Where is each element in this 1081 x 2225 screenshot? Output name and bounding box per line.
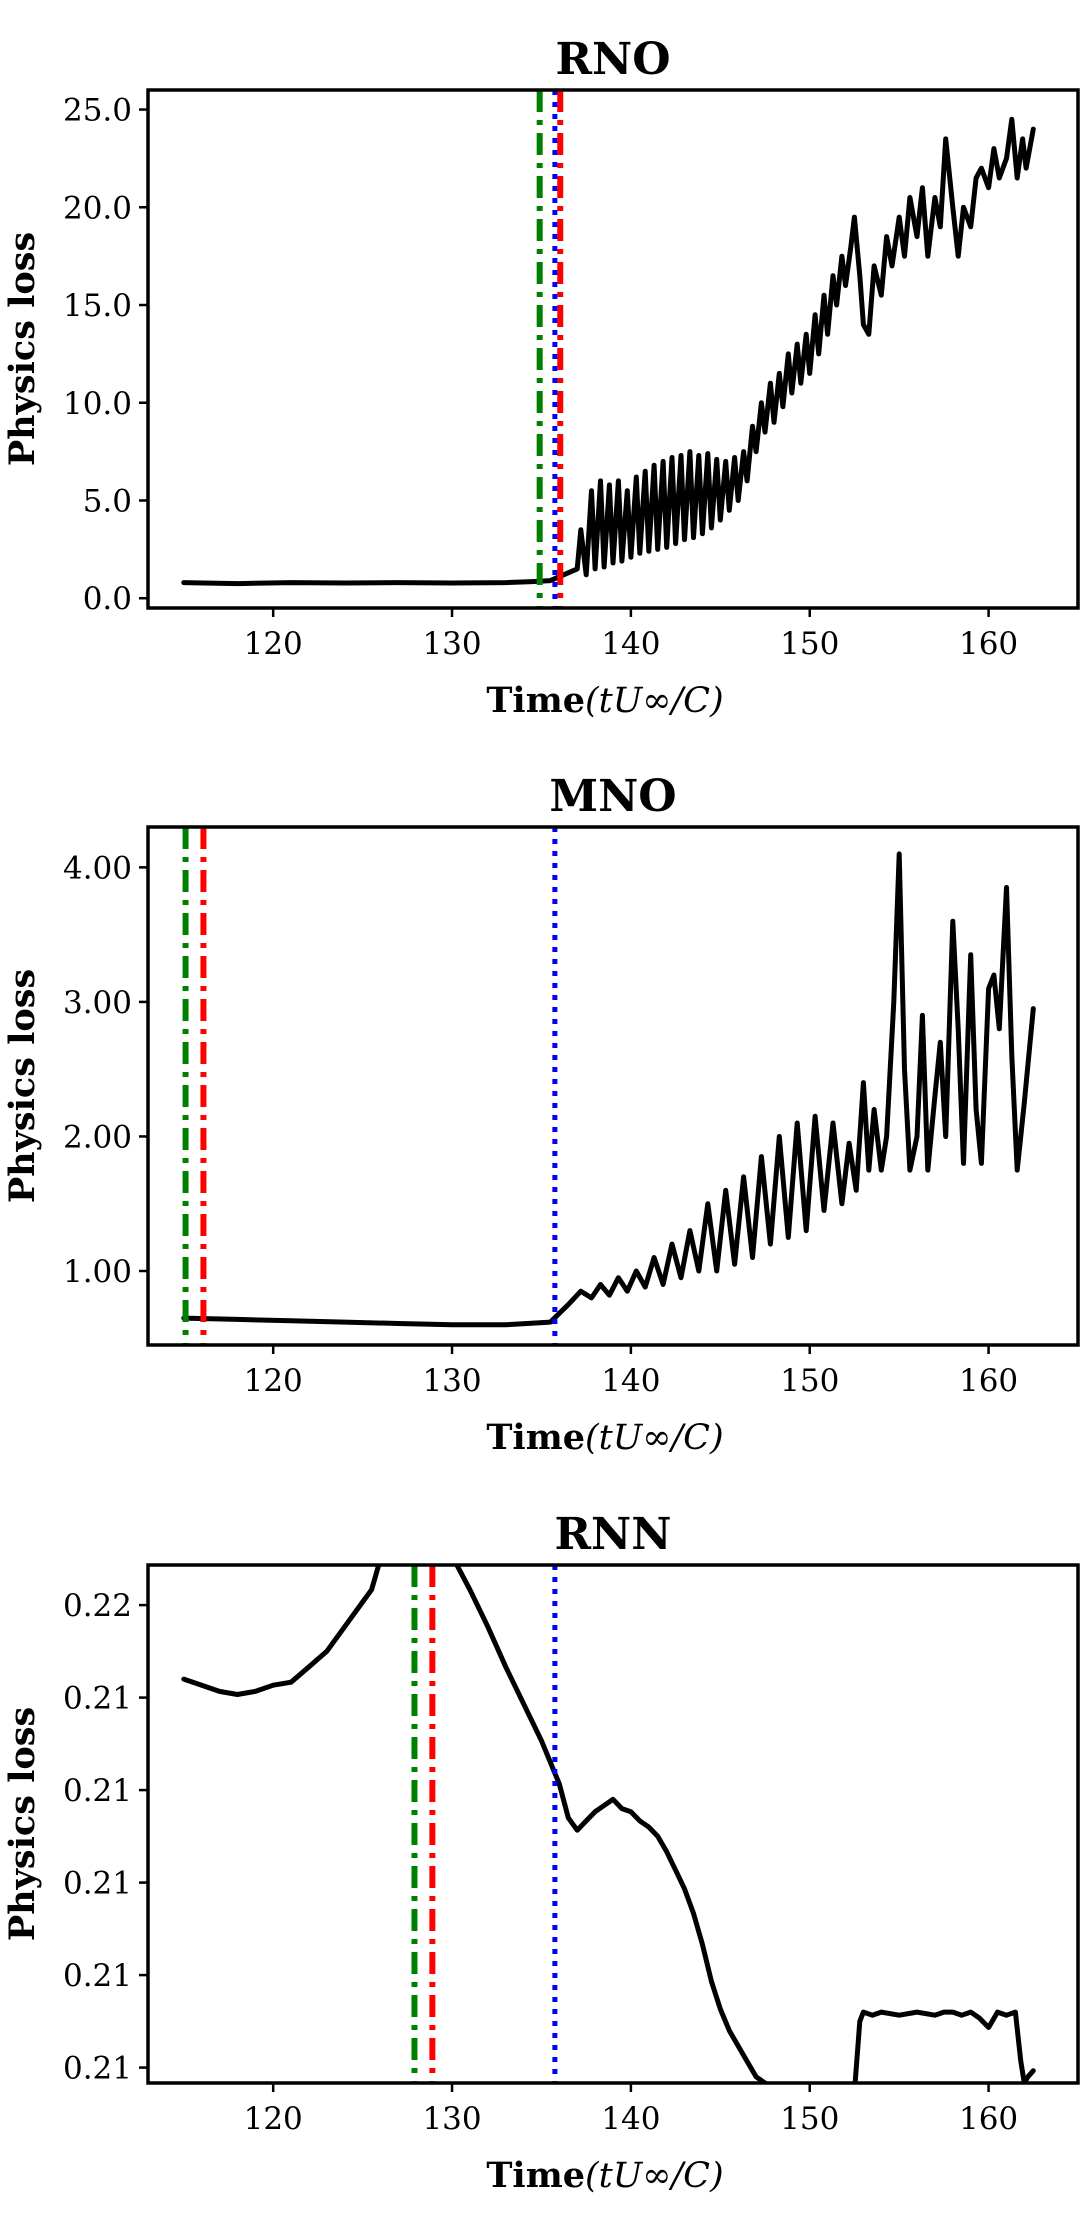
y-tick-label: 3.00 xyxy=(63,985,132,1021)
y-tick-label: 20.0 xyxy=(63,190,132,226)
y-tick-label: 0.22 xyxy=(63,1588,132,1624)
x-tick-label: 160 xyxy=(959,626,1018,662)
plot-frame xyxy=(146,88,1080,610)
x-tick-label: 160 xyxy=(959,2101,1018,2137)
y-axis-label: Physics loss xyxy=(2,232,43,466)
y-tick-label: 4.00 xyxy=(63,850,132,886)
series-line-physics_loss xyxy=(181,1565,1036,2083)
x-tick-label: 160 xyxy=(959,1363,1018,1399)
x-tick-label: 130 xyxy=(422,2101,481,2137)
x-tick-label: 150 xyxy=(780,1363,839,1399)
x-tick-label: 140 xyxy=(601,2101,660,2137)
x-tick-label: 150 xyxy=(780,2101,839,2137)
y-axis-label: Physics loss xyxy=(2,1707,43,1941)
chart-title: RNO xyxy=(555,34,670,85)
y-tick-label: 0.21 xyxy=(63,1773,132,1809)
series-line-physics_loss xyxy=(181,116,1036,587)
x-axis-label-bold: Time xyxy=(486,1417,585,1458)
chart-panel-rnn: RNN 120 130 140 150 160 0.21 0.21 0.21 0.21 0.21 0.… xyxy=(2,1509,1080,2196)
x-tick-label: 130 xyxy=(422,626,481,662)
x-tick-label: 120 xyxy=(244,626,303,662)
x-tick-label: 150 xyxy=(780,626,839,662)
x-tick-label: 120 xyxy=(244,1363,303,1399)
y-tick-label: 0.21 xyxy=(63,1866,132,1902)
y-tick-label: 0.21 xyxy=(63,1681,132,1717)
y-tick-label: 0.21 xyxy=(63,2051,132,2087)
y-tick-label: 5.0 xyxy=(83,483,132,519)
x-axis-label-math: (tU∞/C) xyxy=(585,1418,724,1458)
series-line-physics_loss xyxy=(181,851,1036,1328)
chart-title: RNN xyxy=(554,1509,671,1560)
y-tick-label: 0.0 xyxy=(83,581,132,617)
chart-panel-mno: MNO 120 130 140 150 160 1.00 2.00 3.00 4.00 Time(t… xyxy=(2,771,1080,1458)
x-axis-label-math: (tU∞/C) xyxy=(585,681,724,721)
chart-panel-rno: RNO 120 130 140 150 160 0.0 5.0 10.0 15.0 20.0 25.0… xyxy=(2,34,1080,721)
x-axis-label-bold: Time xyxy=(486,2155,585,2196)
chart-title: MNO xyxy=(549,771,676,822)
x-tick-label: 130 xyxy=(422,1363,481,1399)
plot-frame xyxy=(146,1563,1080,2085)
x-axis-label-math: (tU∞/C) xyxy=(585,2156,724,2196)
y-tick-label: 0.21 xyxy=(63,1958,132,1994)
x-tick-label: 140 xyxy=(601,1363,660,1399)
x-axis-label: Time(tU∞/C) xyxy=(486,2155,723,2196)
y-tick-label: 25.0 xyxy=(63,93,132,129)
y-tick-label: 15.0 xyxy=(63,288,132,324)
x-tick-label: 140 xyxy=(601,626,660,662)
x-axis-label: Time(tU∞/C) xyxy=(486,1417,723,1458)
y-tick-label: 2.00 xyxy=(63,1119,132,1155)
y-tick-label: 1.00 xyxy=(63,1254,132,1290)
x-axis-label-bold: Time xyxy=(486,680,585,721)
y-tick-label: 10.0 xyxy=(63,386,132,422)
plot-frame xyxy=(146,825,1080,1347)
y-axis-label: Physics loss xyxy=(2,969,43,1203)
x-tick-label: 120 xyxy=(244,2101,303,2137)
panels: RNO 120 130 140 150 160 0.0 5.0 10.0 15.0 20.0 25.0… xyxy=(2,34,1080,2196)
x-axis-label: Time(tU∞/C) xyxy=(486,680,723,721)
